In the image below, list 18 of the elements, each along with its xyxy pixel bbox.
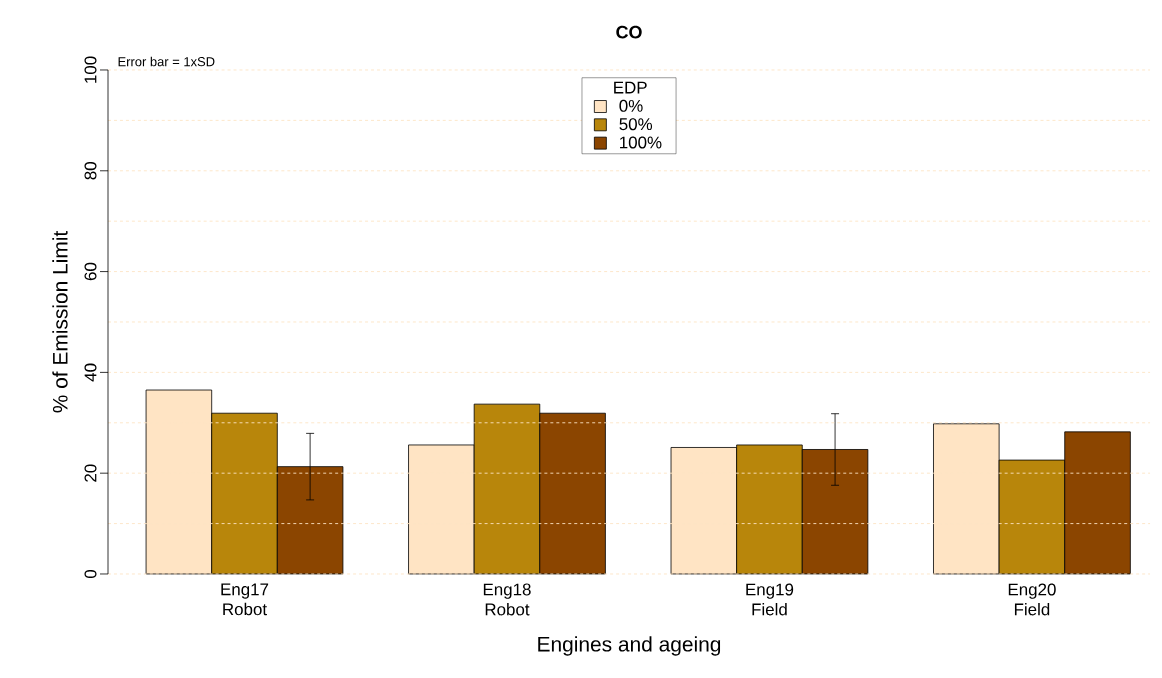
legend-title: EDP (614, 81, 647, 94)
y-tick-label: 80 (84, 162, 97, 180)
x-tick-label: Eng18 Robot (483, 583, 531, 616)
text: Error bar = 1xSD (118, 56, 215, 67)
x-tick-label: Eng17 Robot (221, 583, 269, 616)
x-tick-label: Eng19 Field (746, 583, 794, 616)
chart-title: CO (616, 25, 642, 39)
x-tick-label: Eng20 Field (1008, 583, 1056, 616)
legend-label: 50% (619, 118, 653, 131)
y-tick-label: 40 (84, 363, 97, 382)
legend-label: 100% (620, 136, 662, 149)
y-tick-label: 100 (84, 56, 97, 83)
y-axis-title: % of Emission Limit (52, 230, 68, 413)
legend-label: 0% (619, 99, 643, 112)
y-tick-label: 60 (84, 262, 97, 281)
y-tick-label: 20 (84, 464, 97, 482)
y-tick-label: 0 (84, 569, 97, 579)
x-axis-title: Engines and ageing (538, 636, 721, 656)
